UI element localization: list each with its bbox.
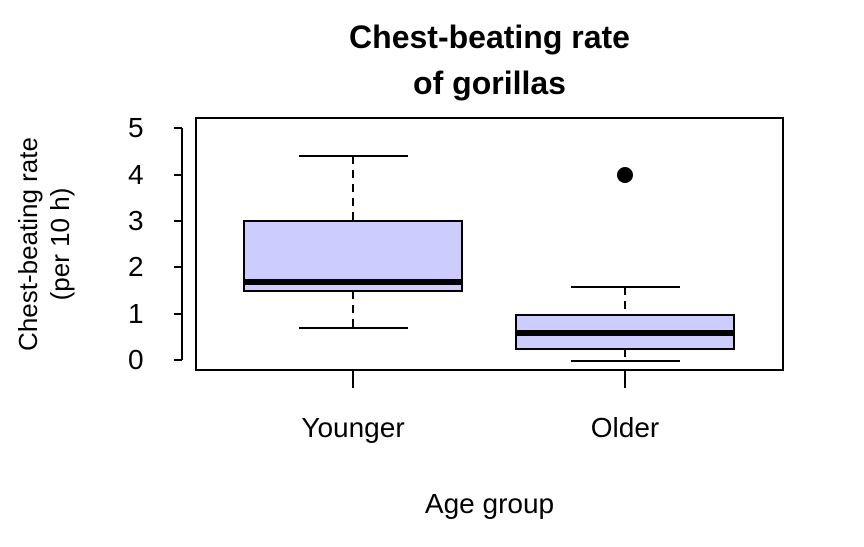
box-younger: [243, 155, 463, 329]
box-older: [515, 167, 735, 362]
x-category-younger: Younger: [301, 412, 405, 443]
x-axis-label: Age group: [424, 488, 555, 519]
y-tick-label: 1: [128, 298, 144, 329]
chart-title-line-1: Chest-beating rate: [349, 19, 630, 55]
x-category-older: Older: [590, 412, 660, 443]
y-tick-label: 5: [128, 112, 144, 143]
y-tick-label: 4: [128, 159, 144, 190]
y-tick-label: 2: [128, 251, 144, 282]
y-axis: [174, 127, 183, 361]
y-tick-label: 0: [128, 344, 144, 375]
plot-frame: [195, 117, 784, 371]
x-axis: [352, 370, 626, 388]
outlier-point: [617, 167, 633, 183]
chart-title-line-2: of gorillas: [413, 65, 566, 101]
y-tick-label: 3: [128, 205, 144, 236]
